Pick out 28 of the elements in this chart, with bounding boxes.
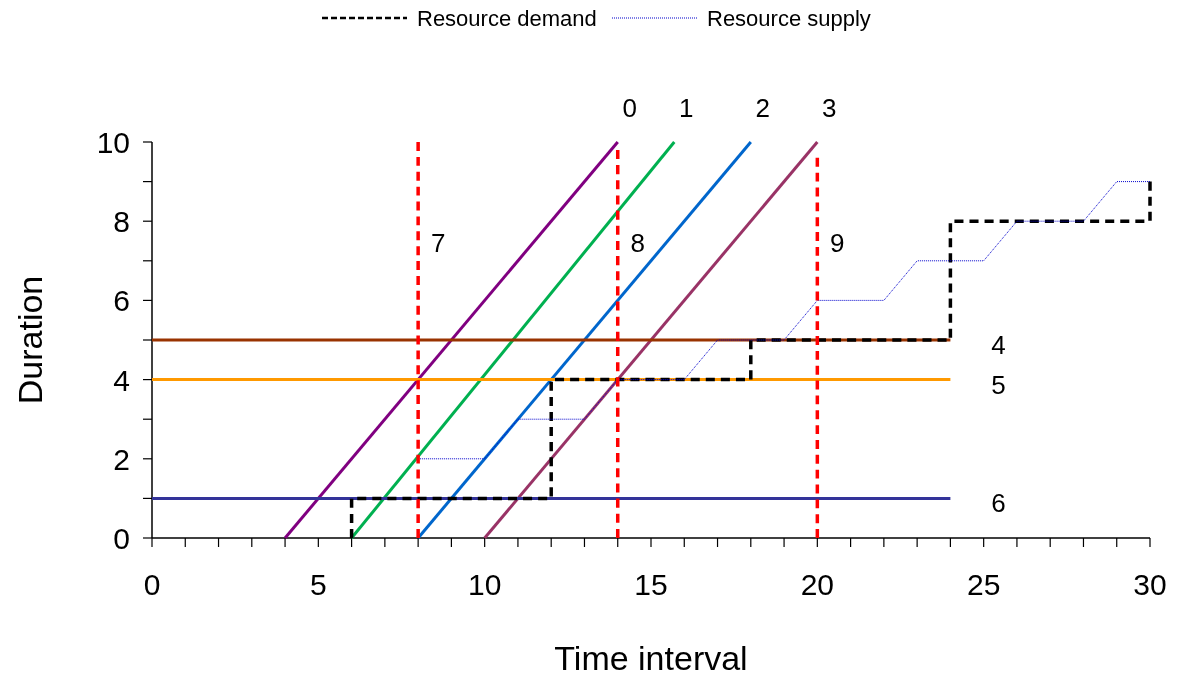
series-label: 7 (430, 228, 446, 258)
y-tick-label: 0 (113, 522, 130, 555)
x-tick-label: 30 (1133, 568, 1167, 601)
legend-label: Resource supply (707, 6, 871, 31)
series-label: 2 (755, 93, 771, 123)
x-tick-label: 0 (143, 568, 161, 601)
series-label: 9 (830, 228, 845, 258)
series-label: 5 (991, 369, 1006, 400)
y-tick-label: 4 (113, 363, 130, 397)
x-axis-title: Time interval (554, 639, 748, 677)
series-label: 6 (991, 488, 1006, 519)
line-series (417, 181, 1151, 460)
x-tick-label: 15 (634, 568, 668, 601)
y-tick-label: 6 (113, 284, 130, 318)
series-label: 0 (622, 93, 637, 123)
y-tick-label: 2 (113, 442, 130, 476)
y-axis-title: Duration (11, 275, 49, 405)
x-tick-label: 10 (467, 568, 502, 601)
y-tick-label: 10 (96, 126, 130, 159)
series-label: 3 (822, 93, 837, 123)
x-tick-label: 5 (309, 568, 327, 601)
series-label: 8 (630, 228, 645, 258)
series-label: 1 (679, 93, 694, 123)
y-tick-label: 8 (113, 205, 130, 239)
legend-label: Resource demand (417, 6, 597, 31)
x-tick-label: 25 (966, 568, 1001, 601)
series-label: 4 (991, 330, 1006, 360)
x-tick-label: 20 (800, 568, 835, 601)
